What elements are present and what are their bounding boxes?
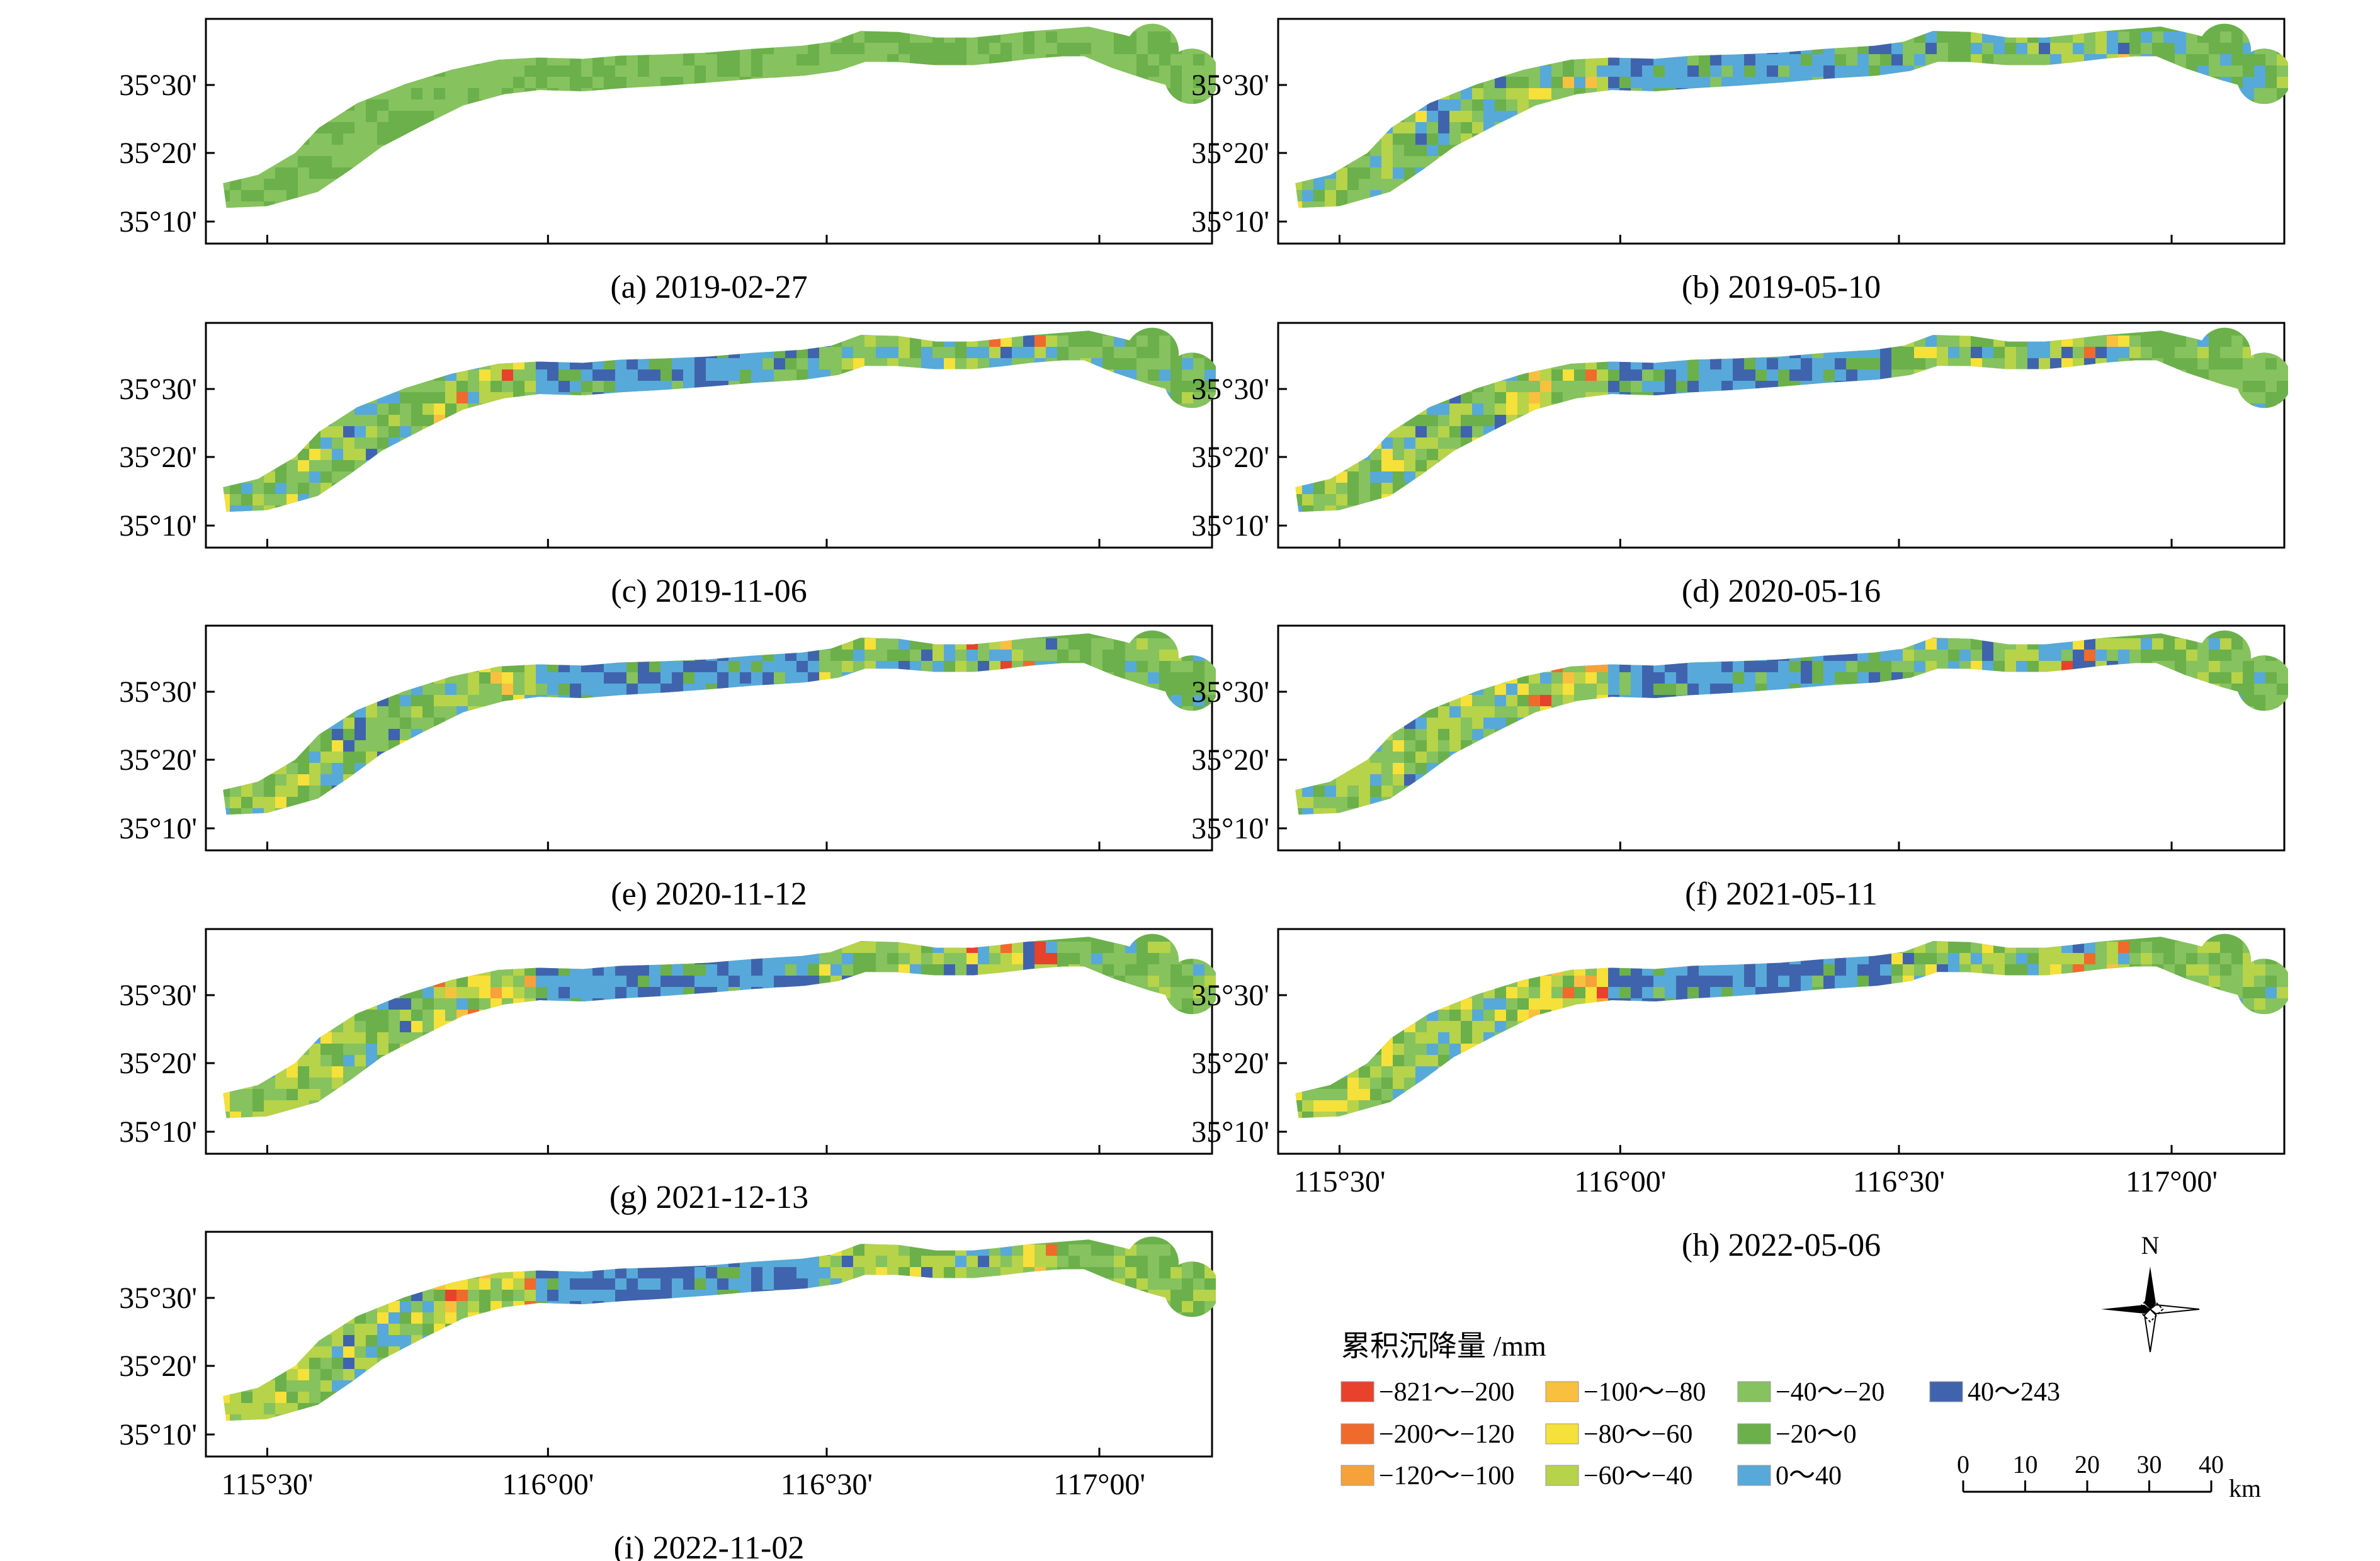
lat-tick-label: 35°10' bbox=[1191, 509, 1269, 543]
map-panel-e: 35°30' 35°20' 35°10' (e) 2020-11-12 bbox=[119, 624, 1216, 912]
legend-item: −821～−200 bbox=[1340, 1378, 1514, 1407]
panel-caption-f: (f) 2021-05-11 bbox=[1685, 876, 1878, 912]
scale-unit: km bbox=[2229, 1474, 2261, 1502]
lat-tick-label: 35°20' bbox=[119, 1047, 197, 1080]
lon-tick-label: 117°00' bbox=[2126, 1165, 2218, 1198]
legend-item: −40～−20 bbox=[1737, 1378, 1884, 1407]
lat-tick-label: 35°10' bbox=[119, 812, 197, 845]
map-panel-a: 35°30' 35°20' 35°10' (a) 2019-02-27 bbox=[119, 18, 1216, 305]
panel-caption-e: (e) 2020-11-12 bbox=[611, 876, 807, 912]
lat-tick-label: 35°20' bbox=[119, 441, 197, 474]
map-panel-c: 35°30' 35°20' 35°10' (c) 2019-11-06 bbox=[119, 322, 1216, 609]
north-arrow: N bbox=[2101, 1231, 2200, 1353]
legend: 累积沉降量 /mm −821～−200 −100～−80 −40～−20 40～243… bbox=[1340, 1330, 2060, 1491]
lon-tick-label: 116°00' bbox=[502, 1468, 594, 1501]
lat-tick-label: 35°20' bbox=[1191, 743, 1269, 777]
legend-item: 0～40 bbox=[1737, 1462, 1842, 1491]
legend-label: −100～−80 bbox=[1584, 1378, 1706, 1407]
panel-caption-g: (g) 2021-12-13 bbox=[609, 1180, 808, 1215]
lat-tick-label: 35°30' bbox=[119, 1282, 197, 1315]
lat-tick-label: 35°30' bbox=[119, 69, 197, 102]
lat-tick-label: 35°10' bbox=[1191, 812, 1269, 845]
panel-caption-c: (c) 2019-11-06 bbox=[611, 573, 807, 609]
lat-tick-label: 35°30' bbox=[1191, 373, 1269, 406]
lat-tick-label: 35°10' bbox=[119, 205, 197, 239]
legend-label: −200～−120 bbox=[1379, 1420, 1514, 1449]
map-panel-b: 35°30' 35°20' 35°10' (b) 2019-05-10 bbox=[1191, 18, 2288, 305]
legend-label: −80～−60 bbox=[1584, 1420, 1692, 1449]
map-panel-f: 35°30' 35°20' 35°10' (f) 2021-05-11 bbox=[1191, 624, 2288, 912]
map-panel-g: 35°30' 35°20' 35°10' (g) 2021-12-13 bbox=[119, 928, 1216, 1215]
lat-tick-label: 35°10' bbox=[1191, 205, 1269, 239]
lat-tick-label: 35°20' bbox=[119, 743, 197, 777]
lat-tick-label: 35°20' bbox=[119, 137, 197, 170]
scale-bar: 0 10 20 30 40 km bbox=[1957, 1450, 2261, 1502]
map-panel-h: 35°30' 35°20' 35°10' 115°30' 116°00' 116°30' 1… bbox=[1191, 928, 2288, 1263]
lon-tick-label: 116°30' bbox=[781, 1468, 873, 1501]
legend-item: −120～−100 bbox=[1340, 1462, 1514, 1491]
panel-caption-b: (b) 2019-05-10 bbox=[1682, 269, 1881, 305]
lat-tick-label: 35°20' bbox=[1191, 1047, 1269, 1080]
lat-tick-label: 35°30' bbox=[119, 675, 197, 709]
lat-tick-label: 35°30' bbox=[1191, 979, 1269, 1012]
map-panel-d: 35°30' 35°20' 35°10' (d) 2020-05-16 bbox=[1191, 322, 2288, 609]
panel-caption-d: (d) 2020-05-16 bbox=[1682, 573, 1881, 609]
legend-item: −80～−60 bbox=[1545, 1420, 1692, 1449]
lat-tick-label: 35°30' bbox=[1191, 675, 1269, 709]
lat-tick-label: 35°10' bbox=[119, 1418, 197, 1451]
scale-tick-label: 20 bbox=[2075, 1450, 2100, 1479]
north-arrow-label: N bbox=[2141, 1231, 2160, 1260]
legend-label: −20～0 bbox=[1776, 1420, 1857, 1449]
lat-tick-label: 35°10' bbox=[119, 509, 197, 543]
legend-label: 0～40 bbox=[1776, 1462, 1842, 1491]
legend-label: −821～−200 bbox=[1379, 1378, 1514, 1407]
scale-tick-label: 0 bbox=[1957, 1450, 1969, 1479]
legend-label: −60～−40 bbox=[1584, 1462, 1692, 1491]
lat-tick-label: 35°30' bbox=[1191, 69, 1269, 102]
panel-caption-h: (h) 2022-05-06 bbox=[1682, 1227, 1881, 1263]
lat-tick-label: 35°20' bbox=[119, 1350, 197, 1383]
lat-tick-label: 35°30' bbox=[119, 979, 197, 1012]
lat-tick-label: 35°30' bbox=[119, 373, 197, 406]
scale-tick-label: 10 bbox=[2013, 1450, 2038, 1479]
panel-caption-a: (a) 2019-02-27 bbox=[610, 269, 807, 305]
legend-title: 累积沉降量 /mm bbox=[1341, 1330, 1546, 1362]
panel-caption-i: (i) 2022-11-02 bbox=[614, 1530, 805, 1561]
legend-label: −120～−100 bbox=[1379, 1462, 1514, 1491]
lat-tick-label: 35°10' bbox=[119, 1115, 197, 1149]
legend-item: −100～−80 bbox=[1545, 1378, 1706, 1407]
lon-tick-label: 115°30' bbox=[221, 1468, 313, 1501]
lon-tick-label: 115°30' bbox=[1293, 1165, 1385, 1198]
lat-tick-label: 35°20' bbox=[1191, 441, 1269, 474]
map-panel-i: 35°30' 35°20' 35°10' 115°30' 116°00' 116°30' 1… bbox=[119, 1231, 1216, 1561]
lon-tick-label: 116°00' bbox=[1574, 1165, 1666, 1198]
legend-item: 40～243 bbox=[1929, 1378, 2060, 1407]
scale-tick-label: 30 bbox=[2137, 1450, 2162, 1479]
legend-label: −40～−20 bbox=[1776, 1378, 1884, 1407]
lon-tick-label: 117°00' bbox=[1053, 1468, 1145, 1501]
legend-label: 40～243 bbox=[1968, 1378, 2060, 1407]
legend-item: −60～−40 bbox=[1545, 1462, 1692, 1491]
lat-tick-label: 35°20' bbox=[1191, 137, 1269, 170]
lat-tick-label: 35°10' bbox=[1191, 1115, 1269, 1149]
legend-item: −200～−120 bbox=[1340, 1420, 1514, 1449]
legend-item: −20～0 bbox=[1737, 1420, 1857, 1449]
scale-tick-label: 40 bbox=[2199, 1450, 2224, 1479]
north-arrow-icon bbox=[2145, 1266, 2156, 1309]
map-panels: 35°30'35°20'35°10'(a) 2019-02-2735°30'35… bbox=[119, 18, 2288, 1561]
lon-tick-label: 116°30' bbox=[1853, 1165, 1945, 1198]
